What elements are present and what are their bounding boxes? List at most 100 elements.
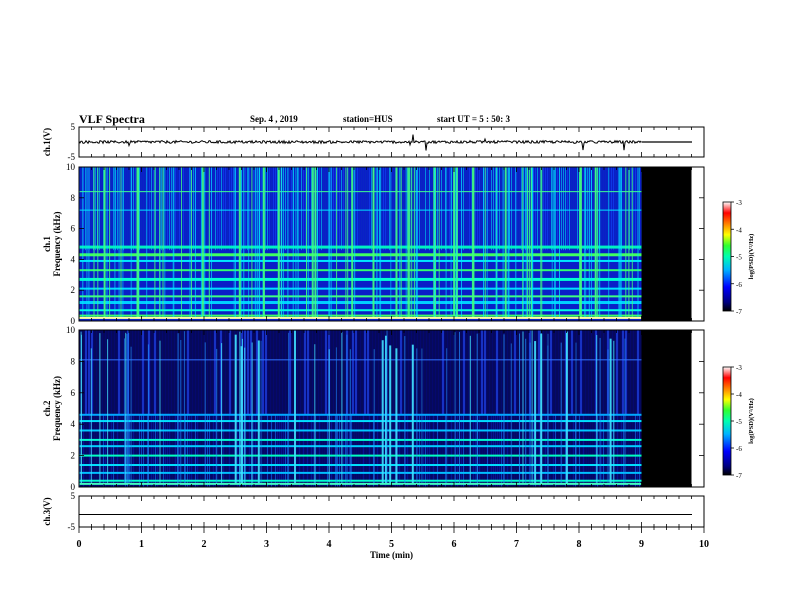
spectral-texture	[457, 330, 459, 415]
sferic-streak	[336, 167, 338, 317]
y-tick-label: 8	[71, 356, 76, 366]
sferic-streak	[282, 167, 284, 317]
emission-band	[79, 420, 642, 423]
spectral-texture	[207, 414, 208, 487]
sferic-streak	[154, 167, 156, 317]
spectral-texture	[617, 167, 618, 251]
spectral-texture	[431, 167, 432, 251]
spectral-texture	[175, 167, 176, 251]
spectral-texture	[389, 167, 390, 251]
sferic-streak	[81, 334, 82, 483]
spectral-texture	[147, 414, 148, 487]
spectral-texture	[231, 167, 232, 251]
spectral-texture	[455, 167, 456, 251]
emission-band	[79, 438, 642, 441]
spectral-texture	[559, 330, 561, 415]
sferic-streak	[455, 167, 458, 317]
sferic-streak	[130, 346, 132, 483]
sferic-streak	[147, 344, 149, 483]
spectral-texture	[157, 330, 159, 415]
spectral-texture	[485, 414, 486, 487]
colorbar-tick-label: -5	[736, 418, 742, 426]
sferic-streak	[560, 342, 562, 483]
sferic-streak	[529, 342, 531, 483]
spectral-texture	[123, 414, 124, 487]
spectral-texture	[460, 330, 462, 415]
spectral-texture	[407, 414, 408, 487]
sferic-streak	[579, 167, 582, 317]
sferic-streak	[120, 167, 122, 317]
spectral-texture	[365, 414, 366, 487]
spectral-texture	[103, 167, 104, 251]
spectral-texture	[589, 414, 590, 487]
spectral-texture	[265, 330, 267, 415]
spectral-texture	[603, 167, 604, 251]
emission-band	[79, 287, 642, 290]
spectral-texture	[562, 330, 564, 415]
spectral-texture	[467, 167, 468, 251]
sferic-streak	[376, 167, 378, 317]
spectral-texture	[387, 167, 388, 251]
spectral-texture	[319, 167, 320, 251]
spectral-texture	[457, 414, 458, 487]
sferic-streak	[404, 336, 406, 483]
spectral-texture	[253, 330, 255, 415]
spectral-texture	[154, 330, 156, 415]
spectral-texture	[508, 330, 510, 415]
spectral-texture	[357, 167, 358, 251]
spectral-texture	[597, 414, 598, 487]
spectral-texture	[325, 167, 326, 251]
y-tick-label: 6	[71, 224, 76, 234]
sferic-streak	[136, 167, 139, 317]
spectral-texture	[615, 167, 616, 251]
sferic-streak	[628, 167, 630, 317]
spectral-texture	[609, 414, 610, 487]
x-tick-label: 0	[77, 539, 82, 550]
spectral-texture	[517, 330, 519, 415]
spectral-texture	[343, 167, 344, 251]
spectral-texture	[353, 414, 354, 487]
spectral-texture	[153, 167, 154, 251]
spectral-texture	[543, 167, 544, 251]
sferic-streak	[281, 167, 282, 317]
spectral-texture	[211, 414, 212, 487]
spectral-texture	[371, 414, 372, 487]
y-tick-label: 4	[71, 419, 76, 429]
spectral-texture	[355, 414, 356, 487]
spectral-texture	[583, 414, 584, 487]
spectral-texture	[419, 414, 420, 487]
spectral-texture	[513, 414, 514, 487]
spectral-texture	[439, 414, 440, 487]
spectral-texture	[511, 167, 512, 251]
spectral-texture	[393, 414, 394, 487]
spectral-texture	[117, 414, 118, 487]
sferic-streak	[238, 167, 241, 317]
sferic-streak	[534, 341, 537, 483]
spectral-texture	[233, 167, 234, 251]
spectral-texture	[604, 330, 606, 415]
sferic-streak	[416, 167, 418, 317]
spectral-texture	[253, 167, 254, 251]
spectral-texture	[291, 167, 292, 251]
sferic-streak	[351, 167, 354, 317]
spectral-texture	[399, 414, 400, 487]
spectral-texture	[569, 414, 570, 487]
spectral-texture	[385, 167, 386, 251]
x-tick-label: 4	[327, 539, 332, 550]
sferic-streak	[495, 167, 497, 317]
sferic-streak	[461, 167, 462, 317]
spectrogram-layer	[79, 167, 692, 487]
spectral-texture	[172, 330, 174, 415]
spectral-texture	[293, 414, 294, 487]
spectral-texture	[355, 330, 357, 415]
spectral-texture	[232, 330, 234, 415]
sferic-streak	[507, 167, 509, 317]
spectral-texture	[495, 414, 496, 487]
spectral-texture	[135, 414, 136, 487]
spectral-texture	[505, 330, 507, 415]
spectral-texture	[405, 414, 406, 487]
spectral-texture	[633, 414, 634, 487]
emission-band	[79, 471, 642, 474]
spectral-texture	[323, 167, 324, 251]
spectral-texture	[245, 167, 246, 251]
